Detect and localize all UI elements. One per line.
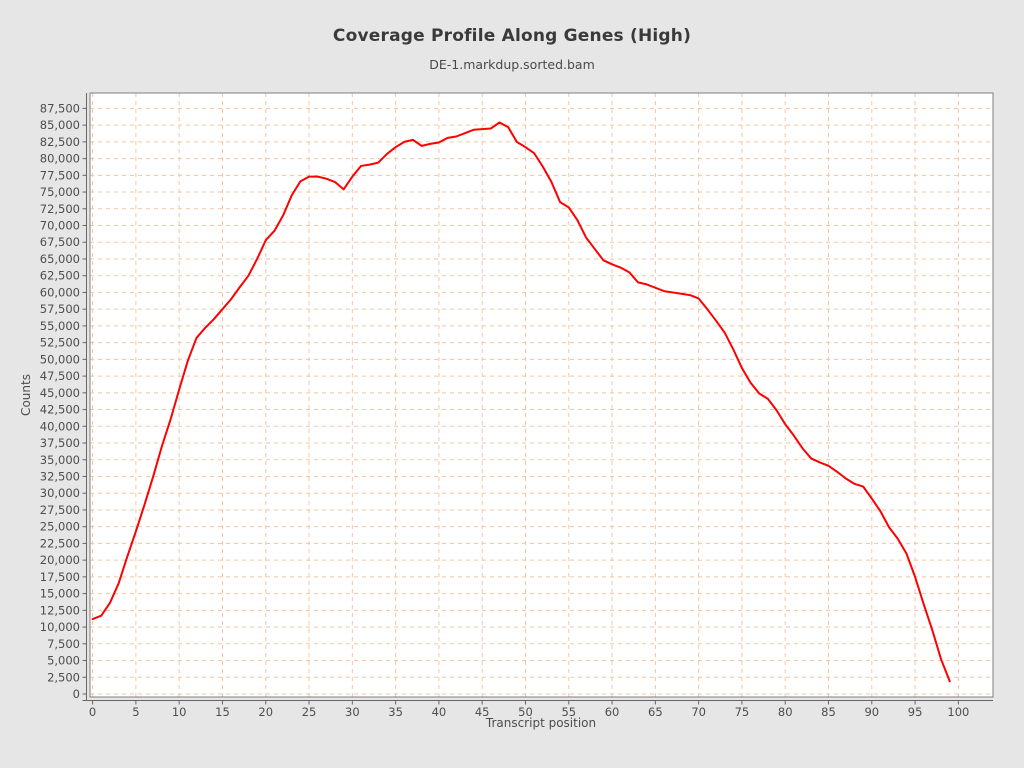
y-tick-label: 10,000 [40,620,80,634]
x-tick-label: 5 [132,705,139,719]
x-tick-label: 25 [302,705,317,719]
y-tick-label: 67,500 [40,235,80,249]
y-tick-label: 57,500 [40,302,80,316]
x-tick-label: 30 [345,705,360,719]
coverage-line [91,121,951,683]
y-tick-label: 47,500 [40,369,80,383]
x-tick-label: 95 [908,705,923,719]
y-tick-label: 32,500 [40,469,80,483]
plot-border [89,92,994,698]
y-tick-label: 42,500 [40,403,80,417]
y-tick-label: 72,500 [40,202,80,216]
x-tick-label: 85 [821,705,836,719]
y-tick-label: 12,500 [40,603,80,617]
x-axis-title: Transcript position [485,716,596,730]
y-tick-label: 75,000 [40,185,80,199]
y-tick-label: 82,500 [40,135,80,149]
y-tick-label: 15,000 [40,587,80,601]
y-tick-label: 2,500 [47,670,80,684]
y-tick-label: 50,000 [40,352,80,366]
x-tick-label: 60 [605,705,620,719]
y-tick-label: 27,500 [40,503,80,517]
x-tick-label: 65 [648,705,663,719]
plot-area: 0 2,500 5,000 7,500 10,000 12,500 15,000 17,500… [40,92,994,719]
y-tick-label: 30,000 [40,486,80,500]
y-tick-label: 20,000 [40,553,80,567]
chart-title: Coverage Profile Along Genes (High) [332,26,692,46]
x-tick-label: 100 [947,705,969,719]
y-tick-label: 0 [73,687,80,701]
y-tick-label: 22,500 [40,536,80,550]
x-tick-label: 0 [89,705,96,719]
y-tick-label: 80,000 [40,152,80,166]
x-tick-label: 75 [735,705,750,719]
y-tick-label: 62,500 [40,269,80,283]
x-tick-label: 10 [172,705,187,719]
y-tick-label: 40,000 [40,419,80,433]
x-tick-label: 40 [432,705,447,719]
x-tick-label: 80 [778,705,793,719]
y-tick-label: 7,500 [47,637,80,651]
y-tick-label: 55,000 [40,319,80,333]
x-tick-label: 15 [215,705,230,719]
y-tick-label: 37,500 [40,436,80,450]
y-tick-label: 60,000 [40,285,80,299]
x-tick-label: 90 [864,705,879,719]
y-axis-title: Counts [19,374,33,416]
y-tick-label: 85,000 [40,118,80,132]
y-tick-label: 77,500 [40,168,80,182]
x-tick-label: 20 [258,705,273,719]
x-tick-label: 35 [388,705,403,719]
y-tick-label: 65,000 [40,252,80,266]
y-tick-label: 25,000 [40,520,80,534]
y-tick-label: 5,000 [47,654,80,668]
x-tick-label: 55 [561,705,576,719]
y-tick-label: 35,000 [40,453,80,467]
chart-subtitle: DE-1.markdup.sorted.bam [429,57,595,72]
x-tick-label: 70 [691,705,706,719]
y-tick-label: 52,500 [40,336,80,350]
y-tick-label: 70,000 [40,219,80,233]
y-tick-label: 87,500 [40,101,80,115]
x-tick-label: 45 [475,705,490,719]
plot-background [90,93,993,697]
y-tick-label: 17,500 [40,570,80,584]
y-tick-label: 45,000 [40,386,80,400]
x-tick-label: 50 [518,705,533,719]
